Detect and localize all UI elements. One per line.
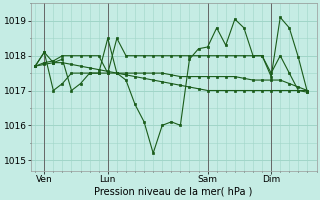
X-axis label: Pression niveau de la mer( hPa ): Pression niveau de la mer( hPa ) bbox=[94, 187, 253, 197]
